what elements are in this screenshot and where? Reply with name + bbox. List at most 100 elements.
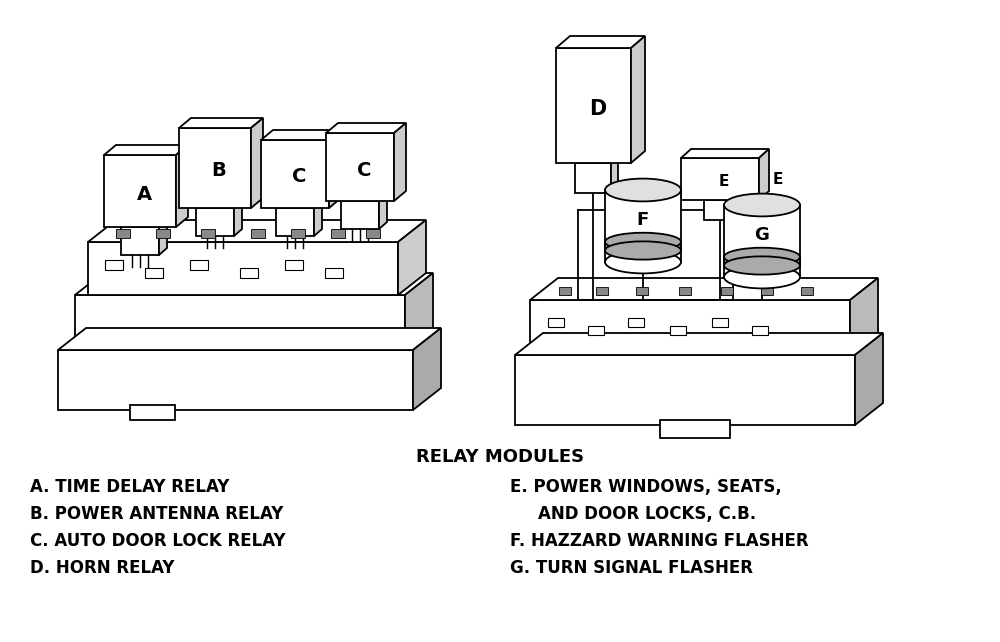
Polygon shape: [75, 273, 433, 295]
Polygon shape: [176, 145, 188, 227]
Bar: [201, 229, 215, 238]
Bar: [660, 420, 730, 438]
Bar: [240, 268, 258, 278]
Polygon shape: [681, 149, 769, 158]
Polygon shape: [413, 328, 441, 410]
Bar: [530, 300, 850, 355]
Polygon shape: [104, 145, 188, 155]
Polygon shape: [276, 201, 322, 208]
Text: B. POWER ANTENNA RELAY: B. POWER ANTENNA RELAY: [30, 505, 283, 523]
Bar: [605, 242, 681, 250]
Bar: [145, 268, 163, 278]
Bar: [752, 326, 768, 335]
Polygon shape: [575, 157, 618, 163]
Polygon shape: [736, 195, 742, 220]
Polygon shape: [159, 220, 167, 255]
Polygon shape: [759, 149, 769, 200]
Bar: [556, 48, 631, 163]
Polygon shape: [234, 201, 242, 236]
Bar: [605, 190, 681, 262]
Bar: [121, 227, 159, 255]
Polygon shape: [121, 220, 167, 227]
Polygon shape: [58, 328, 441, 350]
Bar: [761, 287, 773, 295]
Polygon shape: [341, 194, 387, 201]
Text: E: E: [719, 175, 729, 189]
Bar: [88, 242, 398, 295]
Bar: [179, 128, 251, 208]
Text: F: F: [637, 211, 649, 229]
Bar: [515, 355, 855, 425]
Text: E: E: [773, 171, 783, 186]
Polygon shape: [314, 201, 322, 236]
Bar: [548, 318, 564, 327]
Polygon shape: [515, 333, 883, 355]
Polygon shape: [179, 118, 263, 128]
Polygon shape: [850, 278, 878, 355]
Ellipse shape: [724, 194, 800, 216]
Bar: [325, 268, 343, 278]
Polygon shape: [631, 36, 645, 163]
Bar: [575, 163, 611, 193]
Ellipse shape: [605, 241, 681, 259]
Text: D: D: [589, 99, 607, 119]
Bar: [326, 133, 394, 201]
Ellipse shape: [724, 248, 800, 266]
Text: C. AUTO DOOR LOCK RELAY: C. AUTO DOOR LOCK RELAY: [30, 532, 286, 550]
Bar: [636, 287, 648, 295]
Bar: [681, 158, 759, 200]
Text: G: G: [755, 226, 769, 244]
Bar: [721, 287, 733, 295]
Polygon shape: [251, 118, 263, 208]
Ellipse shape: [605, 250, 681, 273]
Bar: [156, 229, 170, 238]
Polygon shape: [398, 220, 426, 295]
Bar: [341, 201, 379, 229]
Text: AND DOOR LOCKS, C.B.: AND DOOR LOCKS, C.B.: [538, 505, 756, 523]
Bar: [75, 295, 405, 350]
Text: B: B: [212, 162, 226, 180]
Bar: [331, 229, 345, 238]
Text: C: C: [292, 168, 306, 186]
Text: E. POWER WINDOWS, SEATS,: E. POWER WINDOWS, SEATS,: [510, 478, 782, 496]
Text: C: C: [357, 160, 371, 180]
Bar: [285, 260, 303, 270]
Text: F. HAZZARD WARNING FLASHER: F. HAZZARD WARNING FLASHER: [510, 532, 809, 550]
Polygon shape: [855, 333, 883, 425]
Bar: [712, 318, 728, 327]
Bar: [704, 200, 736, 220]
Ellipse shape: [605, 178, 681, 202]
Polygon shape: [329, 130, 341, 208]
Bar: [130, 405, 175, 420]
Ellipse shape: [605, 232, 681, 251]
Bar: [261, 140, 329, 208]
Polygon shape: [394, 123, 406, 201]
Polygon shape: [405, 273, 433, 350]
Bar: [116, 229, 130, 238]
Text: D. HORN RELAY: D. HORN RELAY: [30, 559, 175, 577]
Bar: [801, 287, 813, 295]
Polygon shape: [530, 278, 878, 300]
Text: A: A: [136, 184, 152, 204]
Bar: [679, 287, 691, 295]
Text: G. TURN SIGNAL FLASHER: G. TURN SIGNAL FLASHER: [510, 559, 753, 577]
Bar: [196, 208, 234, 236]
Polygon shape: [261, 130, 341, 140]
Text: A. TIME DELAY RELAY: A. TIME DELAY RELAY: [30, 478, 229, 496]
Bar: [58, 350, 413, 410]
Bar: [190, 260, 208, 270]
Text: RELAY MODULES: RELAY MODULES: [416, 448, 584, 466]
Bar: [628, 318, 644, 327]
Bar: [104, 155, 176, 227]
Bar: [559, 287, 571, 295]
Bar: [366, 229, 380, 238]
Bar: [588, 326, 604, 335]
Bar: [105, 260, 123, 270]
Bar: [251, 229, 265, 238]
Bar: [670, 326, 686, 335]
Polygon shape: [379, 194, 387, 229]
Polygon shape: [326, 123, 406, 133]
Bar: [724, 205, 800, 277]
Ellipse shape: [724, 266, 800, 288]
Bar: [596, 287, 608, 295]
